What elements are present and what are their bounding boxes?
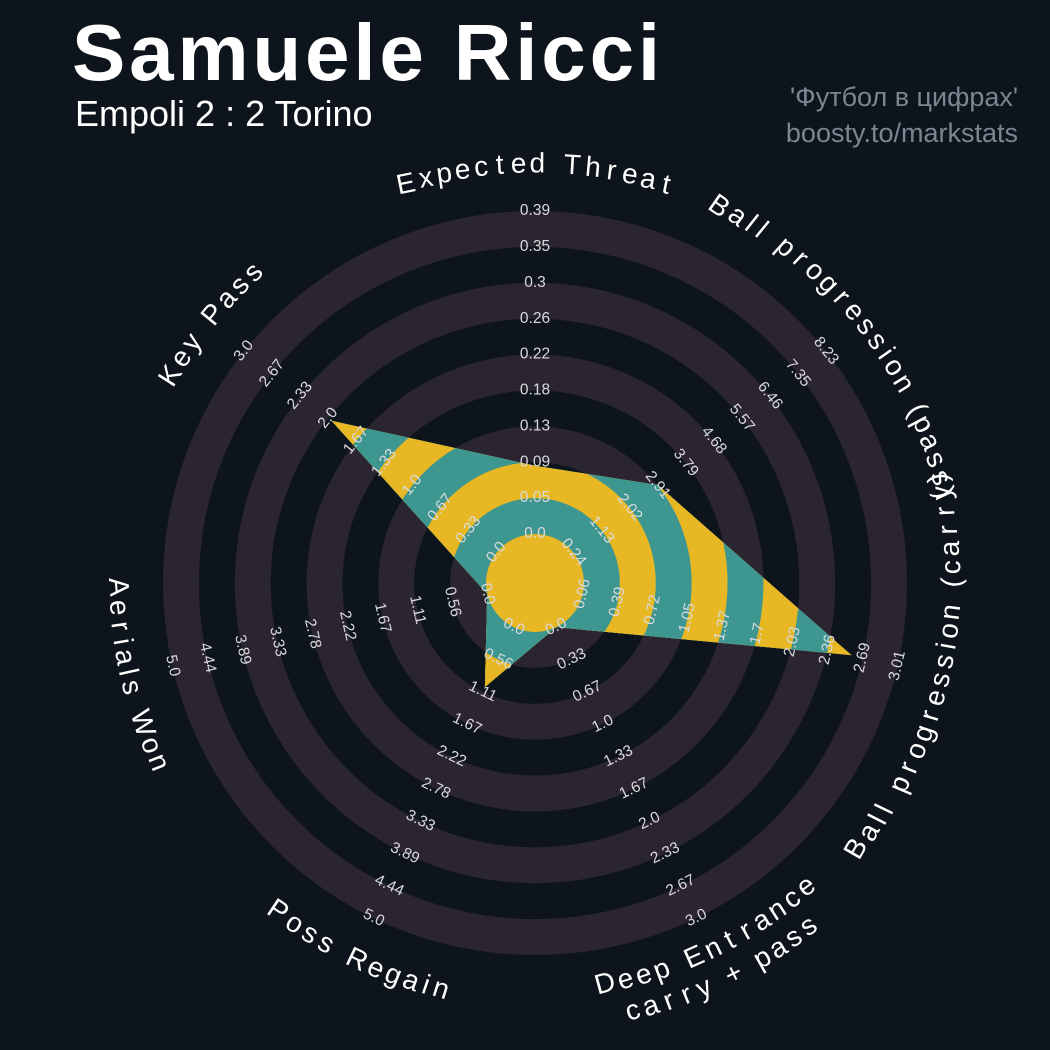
svg-text:0.0: 0.0 (524, 525, 546, 542)
svg-text:y: y (925, 485, 957, 501)
svg-text:c: c (473, 150, 490, 182)
svg-text:e: e (918, 686, 952, 709)
svg-text:0.3: 0.3 (524, 274, 546, 291)
svg-text:n: n (934, 602, 967, 621)
svg-text:0.05: 0.05 (520, 489, 550, 506)
svg-text:a: a (638, 162, 659, 195)
svg-text:t: t (659, 168, 673, 200)
svg-text:x: x (416, 161, 435, 194)
svg-text:E: E (393, 166, 418, 200)
svg-text:r: r (913, 707, 945, 725)
svg-text:0.26: 0.26 (520, 310, 550, 327)
svg-text:0.13: 0.13 (520, 417, 550, 434)
svg-text:0.35: 0.35 (520, 238, 550, 255)
svg-text:e: e (620, 157, 640, 190)
svg-text:i: i (930, 640, 962, 652)
svg-text:o: o (932, 621, 965, 641)
svg-text:a: a (934, 540, 965, 557)
svg-text:i: i (107, 636, 139, 647)
svg-text:r: r (932, 525, 963, 534)
svg-text:0.22: 0.22 (520, 346, 550, 363)
svg-text:r: r (105, 619, 137, 633)
svg-text:h: h (584, 151, 602, 183)
svg-text:+: + (719, 956, 747, 991)
svg-text:e: e (510, 148, 526, 179)
svg-text:n: n (429, 971, 453, 1005)
svg-text:s: s (923, 669, 956, 690)
svg-text:e: e (104, 598, 137, 617)
svg-text:d: d (530, 147, 546, 178)
svg-text:s: s (116, 677, 149, 698)
svg-text:5.0: 5.0 (162, 653, 183, 678)
svg-text:r: r (929, 506, 960, 516)
svg-text:s: s (927, 651, 960, 671)
svg-text:y: y (691, 970, 716, 1004)
svg-text:): ) (922, 472, 954, 484)
svg-text:r: r (605, 154, 618, 186)
svg-text:a: a (109, 646, 143, 668)
svg-text:e: e (453, 153, 472, 186)
svg-text:A: A (103, 576, 135, 598)
svg-text:(: ( (935, 576, 967, 588)
svg-text:p: p (434, 156, 454, 189)
svg-text:r: r (659, 984, 679, 1016)
svg-text:0.09: 0.09 (520, 453, 550, 470)
svg-text:0.39: 0.39 (520, 202, 550, 219)
svg-text:0.18: 0.18 (520, 382, 550, 399)
svg-text:c: c (935, 559, 967, 575)
svg-text:l: l (113, 666, 145, 679)
svg-text:t: t (495, 149, 505, 180)
svg-text:T: T (563, 149, 582, 181)
